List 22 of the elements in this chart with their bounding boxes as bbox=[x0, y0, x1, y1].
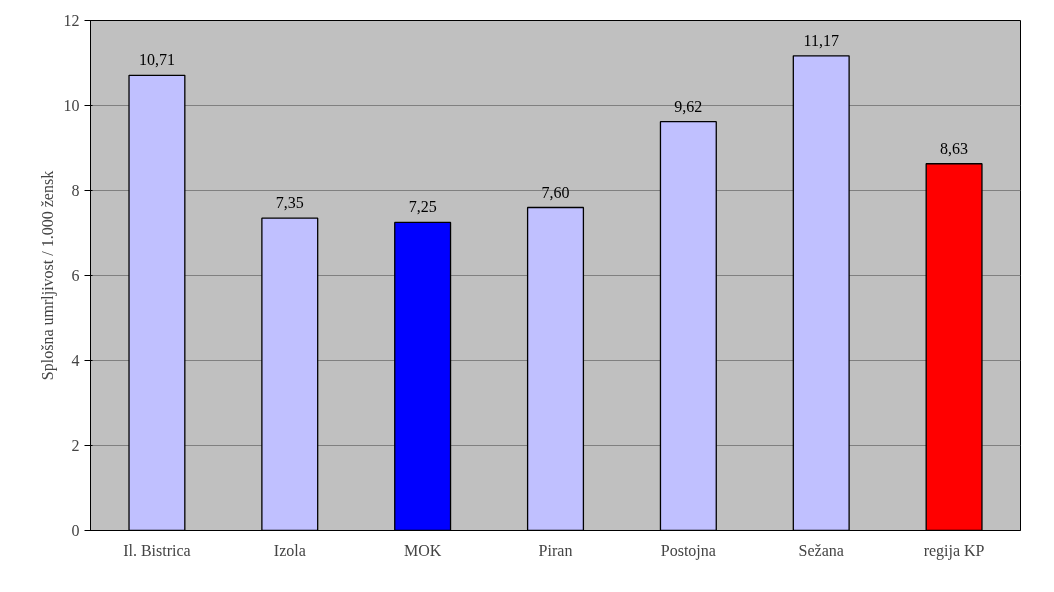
data-label: 11,17 bbox=[803, 31, 839, 49]
y-tick-label: 6 bbox=[71, 267, 80, 284]
x-tick-label: Il. Bistrica bbox=[123, 541, 191, 559]
y-tick-label: 10 bbox=[63, 97, 80, 114]
data-label: 7,60 bbox=[541, 183, 570, 201]
y-tick-label: 0 bbox=[71, 522, 80, 539]
data-label: 10,71 bbox=[138, 51, 175, 69]
x-tick-label: Postojna bbox=[660, 541, 716, 560]
data-label: 7,35 bbox=[275, 194, 304, 212]
y-tick-label: 2 bbox=[71, 437, 80, 454]
x-tick-label: MOK bbox=[403, 541, 442, 559]
y-axis-title: Splošna umrljivost / 1.000 žensk bbox=[38, 170, 57, 381]
y-tick-label: 4 bbox=[71, 352, 80, 369]
y-tick-label: 8 bbox=[71, 182, 80, 199]
y-tick-label: 12 bbox=[63, 12, 80, 29]
data-label: 8,63 bbox=[940, 139, 969, 157]
x-tick-label: Sežana bbox=[798, 541, 844, 559]
x-tick-label: Piran bbox=[538, 541, 573, 559]
x-tick-label: Izola bbox=[273, 541, 306, 559]
data-label: 9,62 bbox=[674, 97, 703, 115]
x-tick-label: regija KP bbox=[923, 541, 985, 560]
data-label: 7,25 bbox=[408, 198, 437, 216]
